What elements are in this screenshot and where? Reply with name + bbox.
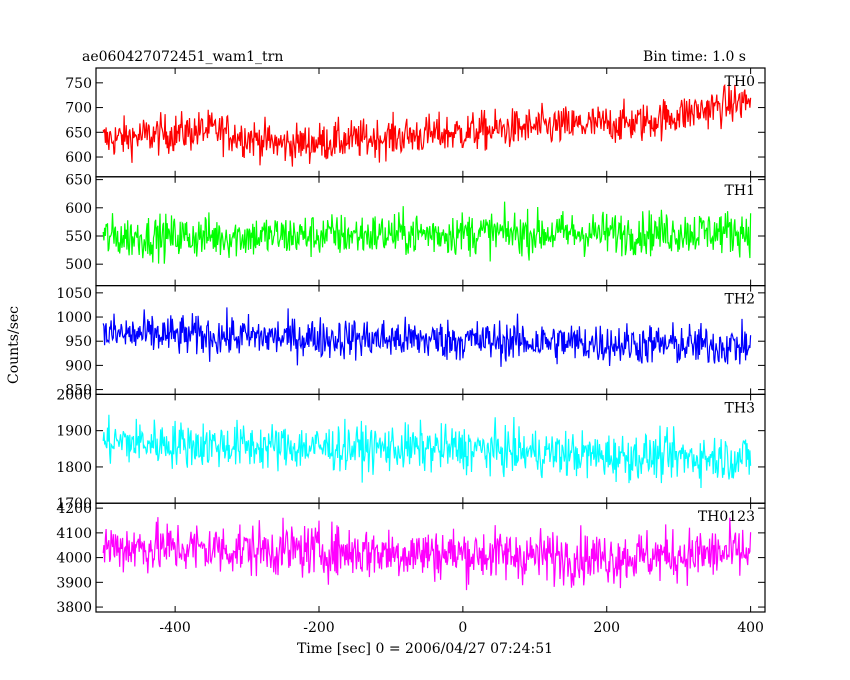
panel-frame — [95, 67, 766, 178]
y-tick-label: 600 — [65, 201, 92, 217]
panel-th0: 600 650 700 750 TH0 — [65, 67, 766, 178]
panel-th0123: 3800 3900 4000 4100 4200 TH0123 — [56, 501, 766, 616]
y-tick-label: 500 — [65, 257, 92, 273]
series-line-th2 — [102, 307, 752, 367]
x-tick-label: 200 — [593, 620, 620, 636]
y-axis-label: Counts/sec — [6, 306, 22, 384]
x-tick-label: -200 — [303, 620, 334, 636]
panels-group: 600 650 700 750 TH0 500 550 600 650 TH1 850 900 950 1… — [56, 67, 766, 636]
series-line-th3 — [102, 414, 752, 489]
y-tick-label: 750 — [65, 76, 92, 92]
panel-label: TH2 — [725, 292, 755, 308]
y-tick-label: 550 — [65, 229, 92, 245]
y-tick-label: 1050 — [56, 286, 92, 302]
x-tick-label: -400 — [159, 620, 190, 636]
y-tick-label: 3900 — [56, 575, 92, 591]
y-tick-label: 4100 — [56, 526, 92, 542]
y-tick-label: 850 — [65, 383, 92, 399]
y-tick-label: 4200 — [56, 501, 92, 517]
y-tick-label: 4000 — [56, 551, 92, 567]
x-tick-label: 0 — [458, 620, 467, 636]
y-tick-label: 2000 — [56, 387, 92, 403]
y-tick-label: 1700 — [56, 496, 92, 512]
y-tick-label: 700 — [65, 101, 92, 117]
series-line-th0 — [102, 82, 752, 167]
series-line-th1 — [102, 201, 752, 264]
panel-label: TH0123 — [698, 509, 755, 525]
series-line-th0123 — [102, 517, 752, 591]
y-tick-label: 1900 — [56, 424, 92, 440]
y-tick-label: 650 — [65, 125, 92, 141]
panel-label: TH3 — [725, 400, 755, 416]
y-tick-label: 600 — [65, 150, 92, 166]
panel-label: TH0 — [725, 74, 755, 90]
y-tick-label: 900 — [65, 358, 92, 374]
chart-title: ae060427072451_wam1_trn — [82, 49, 283, 65]
x-tick-label: 400 — [737, 620, 764, 636]
panel-th2: 850 900 950 1000 1050 TH2 — [56, 285, 766, 399]
panel-th1: 500 550 600 650 TH1 — [65, 173, 766, 287]
bin-time-label: Bin time: 1.0 s — [643, 49, 746, 65]
x-axis-label: Time [sec] 0 = 2006/04/27 07:24:51 — [297, 641, 553, 657]
panel-th3: 1700 1800 1900 2000 TH3 — [56, 387, 766, 512]
panel-label: TH1 — [725, 183, 755, 199]
y-tick-label: 1000 — [56, 310, 92, 326]
y-tick-label: 650 — [65, 173, 92, 189]
y-tick-label: 3800 — [56, 600, 92, 616]
y-tick-label: 950 — [65, 334, 92, 350]
y-tick-label: 1800 — [56, 460, 92, 476]
